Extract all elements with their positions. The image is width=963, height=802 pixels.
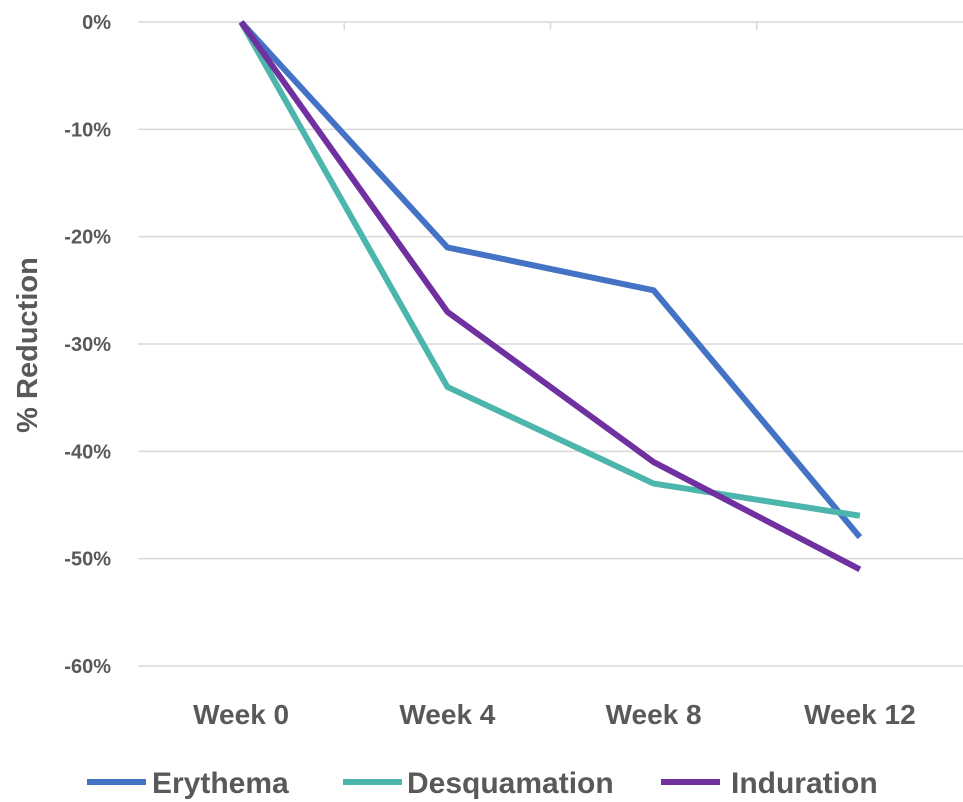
series-lines (238, 19, 863, 573)
series-line-induration (238, 20, 862, 573)
y-tick-label: -50% (64, 549, 111, 571)
y-tick-label: 0% (82, 12, 111, 34)
legend: Erythema Desquamation Induration (87, 767, 878, 800)
legend-label-desquamation: Desquamation (407, 767, 614, 800)
x-axis-tick-marks (343, 22, 758, 30)
x-tick-label: Week 12 (804, 699, 916, 730)
legend-label-erythema: Erythema (152, 767, 289, 800)
y-tick-label: -10% (64, 119, 111, 141)
series-line-erythema (238, 19, 863, 540)
y-tick-label: -60% (64, 656, 111, 678)
x-tick-label: Week 8 (606, 699, 702, 730)
series-line-desquamation (238, 20, 861, 519)
legend-label-induration: Induration (731, 767, 878, 800)
x-axis-tick-labels: Week 0 Week 4 Week 8 Week 12 (193, 699, 916, 730)
y-axis-tick-labels: 0% -10% -20% -30% -40% -50% -60% (64, 12, 111, 678)
x-tick-label: Week 0 (193, 699, 289, 730)
y-tick-label: -20% (64, 227, 111, 249)
y-tick-label: -40% (64, 441, 111, 463)
gridlines (138, 21, 963, 667)
y-axis-title: % Reduction (12, 257, 44, 433)
x-tick-label: Week 4 (399, 699, 495, 730)
y-tick-label: -30% (64, 334, 111, 356)
